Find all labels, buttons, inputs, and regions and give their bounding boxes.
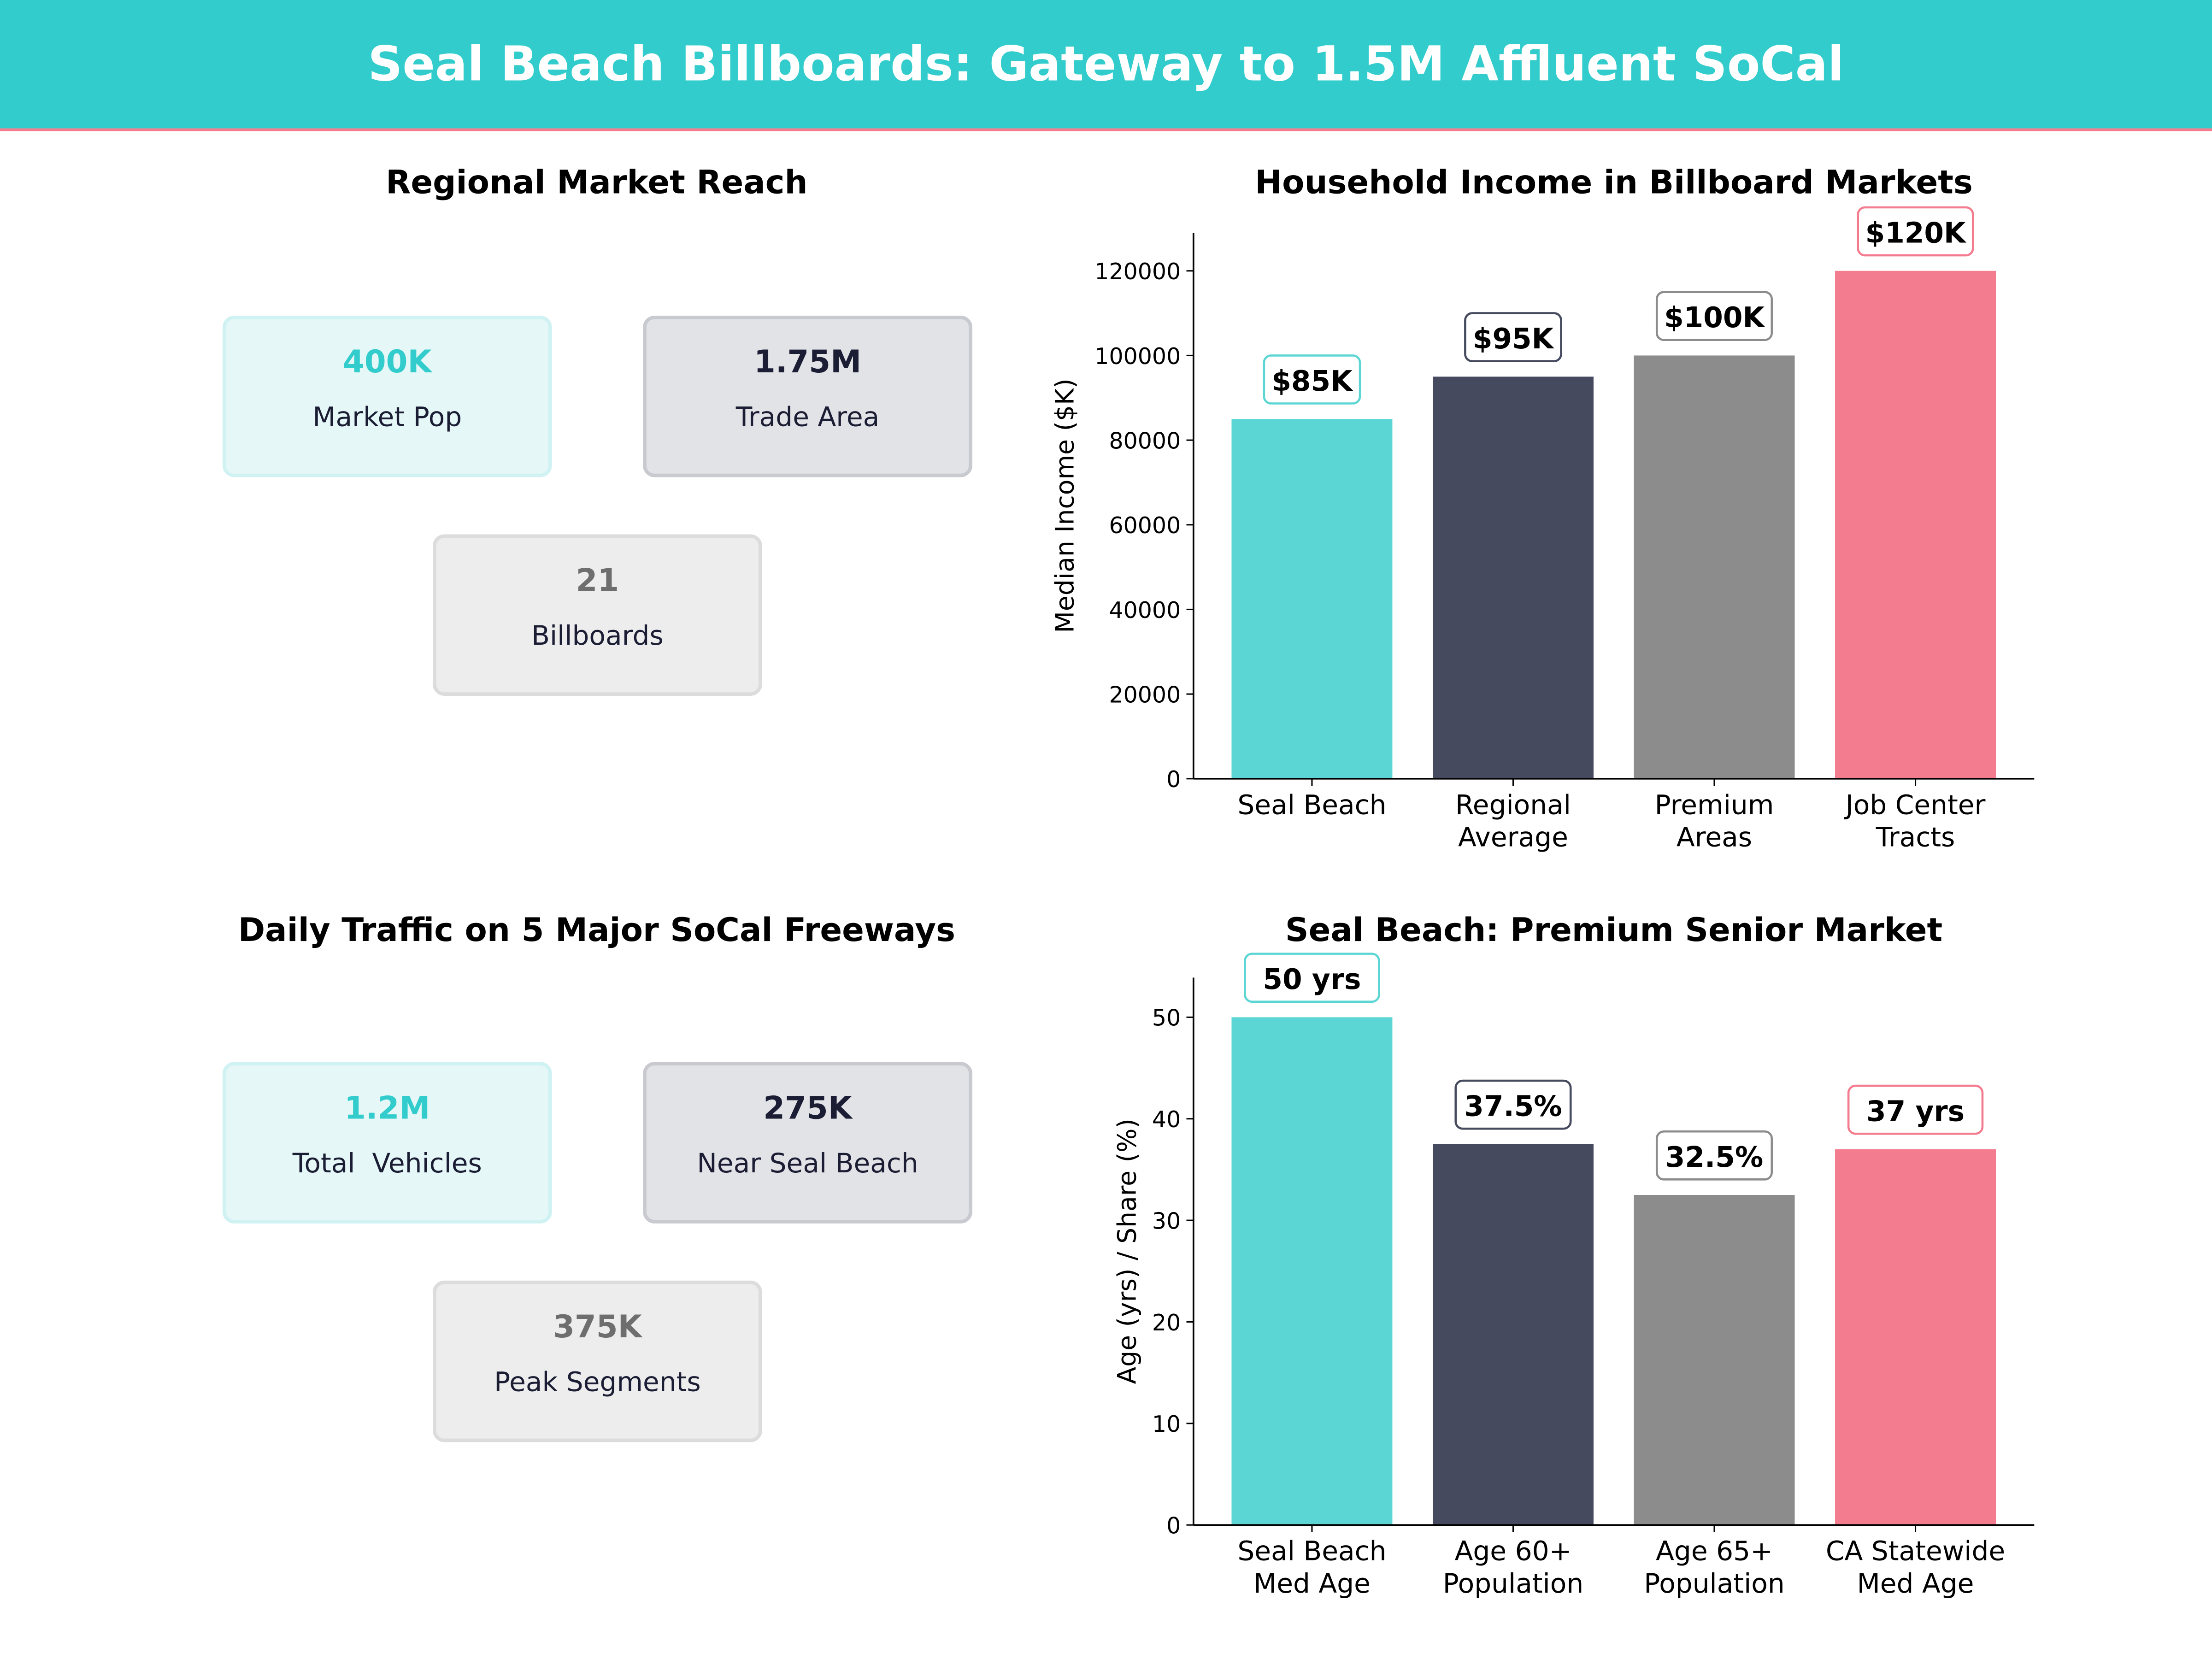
- kpi-label: Market Pop: [312, 401, 462, 432]
- data-label-box: [1244, 953, 1380, 1003]
- bar: [1835, 1149, 1996, 1525]
- kpi-value: 375K: [553, 1308, 643, 1345]
- data-label: 50 yrs: [1263, 963, 1361, 996]
- kpi-card: 21 Billboards: [433, 534, 762, 696]
- y-tick-label: 50: [1152, 1005, 1181, 1031]
- y-tick-label: 100000: [1094, 343, 1181, 370]
- y-tick-label: 10: [1152, 1411, 1181, 1437]
- bar: [1634, 1195, 1795, 1525]
- y-tick-label: 60000: [1109, 512, 1181, 539]
- y-axis-label: Median Income ($K): [1050, 378, 1080, 633]
- kpi-value: 275K: [763, 1090, 853, 1126]
- x-tick-label: CA Statewide: [1826, 1535, 2005, 1567]
- chart-title: Household Income in Billboard Markets: [1255, 163, 1973, 201]
- y-tick-label: 30: [1152, 1208, 1181, 1234]
- kpi-label: Near Seal Beach: [697, 1147, 918, 1179]
- kpi-card-background: [643, 1062, 972, 1224]
- bar: [1231, 419, 1393, 779]
- y-tick-label: 20: [1152, 1310, 1181, 1336]
- header-banner: Seal Beach Billboards: Gateway to 1.5M A…: [0, 0, 2212, 131]
- kpi-card-background: [433, 1280, 762, 1442]
- x-tick-label: Seal Beach: [1237, 1535, 1386, 1567]
- chart-title: Seal Beach: Premium Senior Market: [1285, 911, 1942, 949]
- bar: [1432, 1144, 1594, 1525]
- header-background: [0, 0, 2212, 129]
- y-tick-label: 80000: [1109, 428, 1181, 454]
- data-label-box: [1464, 312, 1562, 362]
- kpi-card: 1.2M Total Vehicles: [222, 1062, 552, 1224]
- kpi-label: Total Vehicles: [292, 1147, 482, 1179]
- x-tick-label: Average: [1458, 822, 1568, 853]
- x-tick-label: Age 65+: [1656, 1535, 1773, 1567]
- y-tick-label: 0: [1166, 766, 1181, 793]
- y-tick-label: 40000: [1109, 597, 1181, 624]
- x-tick-label: Age 60+: [1455, 1535, 1572, 1567]
- data-label: 32.5%: [1665, 1141, 1763, 1174]
- x-tick-label: Med Age: [1253, 1568, 1371, 1599]
- traffic-panel: Daily Traffic on 5 Major SoCal Freeways …: [222, 911, 972, 1442]
- y-tick-label: 20000: [1109, 682, 1181, 708]
- kpi-value: 400K: [343, 343, 433, 380]
- kpi-label: Trade Area: [735, 401, 880, 432]
- x-tick-label: Job Center: [1844, 789, 1986, 820]
- reach-panel: Regional Market Reach 400K Market Pop 1.75…: [222, 163, 972, 696]
- header-accent-line: [0, 128, 2212, 131]
- bar: [1432, 377, 1594, 779]
- data-label-box: [1655, 1130, 1773, 1181]
- age-chart: Seal Beach: Premium Senior Market 50 yrs S…: [1112, 911, 2035, 1599]
- kpi-card: 375K Peak Segments: [433, 1280, 762, 1442]
- income-chart: Household Income in Billboard Markets $85…: [1050, 163, 2035, 853]
- data-label-box: [1857, 206, 1974, 257]
- data-label: 37.5%: [1464, 1090, 1562, 1123]
- kpi-value: 1.2M: [344, 1090, 430, 1126]
- data-label: $120K: [1865, 217, 1967, 250]
- kpi-label: Peak Segments: [494, 1366, 701, 1397]
- data-label: $95K: [1473, 323, 1555, 355]
- kpi-card-background: [222, 315, 552, 477]
- kpi-card: 275K Near Seal Beach: [643, 1062, 972, 1224]
- data-label: 37 yrs: [1866, 1095, 1965, 1128]
- kpi-card-background: [433, 534, 762, 696]
- kpi-value: 21: [576, 562, 619, 599]
- kpi-label: Billboards: [531, 620, 664, 651]
- y-tick-label: 120000: [1094, 259, 1181, 285]
- bar: [1634, 355, 1795, 779]
- y-tick-label: 0: [1166, 1513, 1181, 1539]
- x-tick-label: Areas: [1677, 822, 1752, 853]
- data-label: $85K: [1271, 365, 1353, 398]
- x-tick-label: Tracts: [1876, 822, 1955, 853]
- kpi-card: 400K Market Pop: [222, 315, 552, 477]
- kpi-value: 1.75M: [754, 343, 861, 380]
- data-label-box: [1454, 1079, 1572, 1130]
- bar: [1835, 271, 1996, 779]
- bar: [1231, 1017, 1393, 1525]
- y-tick-label: 40: [1152, 1106, 1181, 1133]
- y-axis-label: Age (yrs) / Share (%): [1112, 1118, 1141, 1384]
- reach-title: Regional Market Reach: [386, 163, 807, 201]
- x-tick-label: Population: [1644, 1568, 1785, 1599]
- x-tick-label: Regional: [1455, 789, 1571, 820]
- x-tick-label: Population: [1443, 1568, 1584, 1599]
- kpi-card: 1.75M Trade Area: [643, 315, 972, 477]
- data-label: $100K: [1664, 301, 1765, 334]
- page-title: Seal Beach Billboards: Gateway to 1.5M A…: [368, 35, 1844, 92]
- kpi-card-background: [222, 1062, 552, 1224]
- x-tick-label: Med Age: [1857, 1568, 1974, 1599]
- data-label-box: [1263, 354, 1361, 405]
- x-tick-label: Premium: [1655, 789, 1774, 820]
- data-label-box: [1847, 1084, 1984, 1135]
- kpi-card-background: [643, 315, 972, 477]
- data-label-box: [1655, 291, 1773, 341]
- x-tick-label: Seal Beach: [1237, 789, 1386, 820]
- traffic-title: Daily Traffic on 5 Major SoCal Freeways: [238, 911, 955, 949]
